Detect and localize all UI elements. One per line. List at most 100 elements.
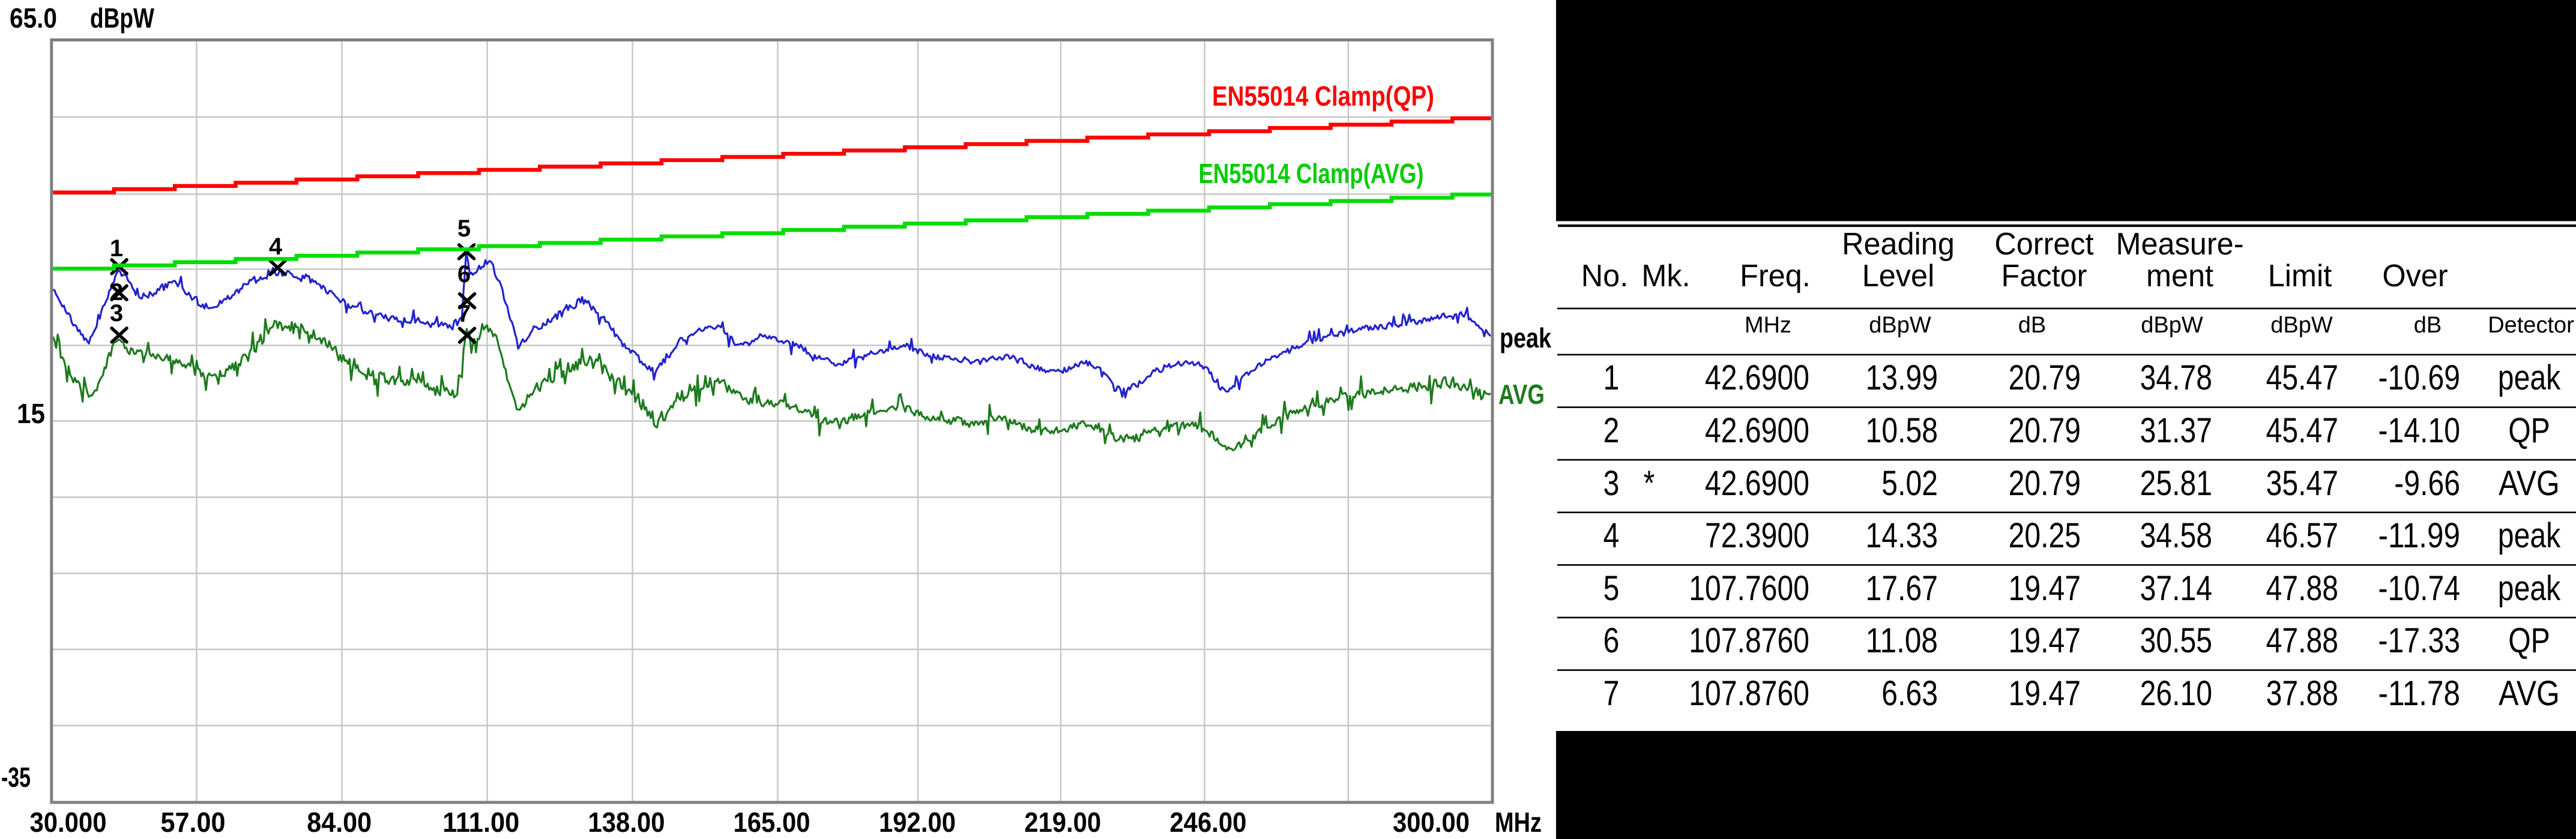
svg-text:-10.69: -10.69 <box>2378 358 2461 397</box>
svg-text:MHz: MHz <box>1495 807 1542 838</box>
svg-text:-35: -35 <box>1 762 31 793</box>
svg-text:15: 15 <box>17 398 45 429</box>
svg-text:20.25: 20.25 <box>2009 516 2081 555</box>
svg-text:peak: peak <box>1500 322 1551 353</box>
svg-text:Detector: Detector <box>2488 313 2574 338</box>
svg-text:6: 6 <box>457 261 471 287</box>
svg-text:1: 1 <box>1603 358 1620 397</box>
svg-text:219.00: 219.00 <box>1024 807 1101 838</box>
svg-text:-10.74: -10.74 <box>2378 569 2461 608</box>
svg-text:peak: peak <box>2498 569 2561 608</box>
svg-text:107.8760: 107.8760 <box>1689 621 1809 660</box>
svg-text:7: 7 <box>1603 674 1620 713</box>
svg-text:dBpW: dBpW <box>2141 313 2203 338</box>
svg-text:107.8760: 107.8760 <box>1689 674 1809 713</box>
svg-text:14.33: 14.33 <box>1866 516 1938 555</box>
svg-text:34.78: 34.78 <box>2140 358 2212 397</box>
svg-text:37.14: 37.14 <box>2140 569 2212 608</box>
svg-text:5: 5 <box>1603 569 1620 608</box>
svg-text:AVG: AVG <box>2499 674 2560 713</box>
svg-text:Limit: Limit <box>2268 259 2332 293</box>
svg-text:20.79: 20.79 <box>2009 464 2081 503</box>
svg-text:Reading: Reading <box>1842 227 1955 262</box>
svg-text:19.47: 19.47 <box>2009 674 2081 713</box>
svg-text:-14.10: -14.10 <box>2378 411 2461 450</box>
svg-text:AVG: AVG <box>1498 379 1545 410</box>
svg-text:4: 4 <box>269 233 283 260</box>
svg-text:2: 2 <box>1603 411 1620 450</box>
svg-text:dBpW: dBpW <box>90 2 154 34</box>
svg-text:19.47: 19.47 <box>2009 621 2081 660</box>
svg-text:4: 4 <box>1603 516 1620 555</box>
svg-text:246.00: 246.00 <box>1169 807 1246 838</box>
svg-text:20.79: 20.79 <box>2009 411 2081 450</box>
svg-text:-11.78: -11.78 <box>2378 674 2461 713</box>
svg-text:45.47: 45.47 <box>2266 358 2338 397</box>
svg-text:Factor: Factor <box>2001 259 2087 293</box>
svg-text:35.47: 35.47 <box>2266 464 2338 503</box>
svg-text:Measure-: Measure- <box>2116 227 2244 262</box>
svg-text:dBpW: dBpW <box>2270 313 2333 338</box>
svg-text:46.57: 46.57 <box>2266 516 2338 555</box>
svg-text:Over: Over <box>2382 259 2448 293</box>
svg-text:5: 5 <box>457 215 471 242</box>
svg-text:65.0: 65.0 <box>10 2 57 34</box>
svg-text:AVG: AVG <box>2499 464 2560 503</box>
svg-text:26.10: 26.10 <box>2140 674 2212 713</box>
svg-text:MHz: MHz <box>1745 313 1791 338</box>
svg-text:3: 3 <box>1603 464 1620 503</box>
svg-text:107.7600: 107.7600 <box>1689 569 1809 608</box>
svg-text:No.: No. <box>1581 259 1629 293</box>
svg-text:111.00: 111.00 <box>442 807 519 838</box>
svg-text:192.00: 192.00 <box>879 807 956 838</box>
svg-text:30.55: 30.55 <box>2140 621 2212 660</box>
svg-text:34.58: 34.58 <box>2140 516 2212 555</box>
svg-text:Freq.: Freq. <box>1740 259 1811 293</box>
svg-text:-9.66: -9.66 <box>2394 464 2460 503</box>
svg-text:84.00: 84.00 <box>307 807 372 838</box>
svg-text:6.63: 6.63 <box>1881 674 1938 713</box>
svg-text:2: 2 <box>110 279 123 305</box>
svg-text:138.00: 138.00 <box>588 807 665 838</box>
svg-text:13.99: 13.99 <box>1866 358 1938 397</box>
svg-text:72.3900: 72.3900 <box>1705 516 1809 555</box>
svg-text:EN55014 Clamp(AVG): EN55014 Clamp(AVG) <box>1199 158 1424 189</box>
svg-text:6: 6 <box>1603 621 1620 660</box>
svg-text:Correct: Correct <box>1994 227 2094 262</box>
svg-text:42.6900: 42.6900 <box>1705 358 1809 397</box>
svg-text:EN55014 Clamp(QP): EN55014 Clamp(QP) <box>1212 80 1434 112</box>
svg-text:45.47: 45.47 <box>2266 411 2338 450</box>
svg-text:37.88: 37.88 <box>2266 674 2338 713</box>
svg-text:dBpW: dBpW <box>1869 313 1931 338</box>
svg-text:11.08: 11.08 <box>1866 621 1938 660</box>
svg-text:-11.99: -11.99 <box>2378 516 2461 555</box>
svg-text:20.79: 20.79 <box>2009 358 2081 397</box>
svg-text:42.6900: 42.6900 <box>1705 411 1809 450</box>
svg-text:165.00: 165.00 <box>734 807 810 838</box>
svg-text:*: * <box>1644 464 1655 503</box>
svg-text:-17.33: -17.33 <box>2378 621 2461 660</box>
svg-text:QP: QP <box>2508 411 2550 450</box>
svg-text:300.00: 300.00 <box>1393 807 1470 838</box>
svg-text:peak: peak <box>2498 358 2561 397</box>
svg-text:3: 3 <box>110 300 123 326</box>
svg-text:dB: dB <box>2414 313 2442 338</box>
svg-text:30.000: 30.000 <box>30 807 107 838</box>
svg-text:19.47: 19.47 <box>2009 569 2081 608</box>
svg-text:57.00: 57.00 <box>161 807 226 838</box>
svg-text:5.02: 5.02 <box>1881 464 1938 503</box>
svg-text:42.6900: 42.6900 <box>1705 464 1809 503</box>
svg-text:17.67: 17.67 <box>1866 569 1938 608</box>
svg-text:31.37: 31.37 <box>2140 411 2212 450</box>
svg-text:47.88: 47.88 <box>2266 569 2338 608</box>
svg-text:7: 7 <box>457 301 471 327</box>
svg-text:25.81: 25.81 <box>2140 464 2212 503</box>
svg-text:peak: peak <box>2498 516 2561 555</box>
svg-text:47.88: 47.88 <box>2266 621 2338 660</box>
svg-text:QP: QP <box>2508 621 2550 660</box>
svg-text:Mk.: Mk. <box>1641 259 1690 293</box>
svg-text:ment: ment <box>2146 259 2214 293</box>
svg-text:Level: Level <box>1862 259 1935 293</box>
svg-text:10.58: 10.58 <box>1866 411 1938 450</box>
svg-text:1: 1 <box>110 235 123 262</box>
